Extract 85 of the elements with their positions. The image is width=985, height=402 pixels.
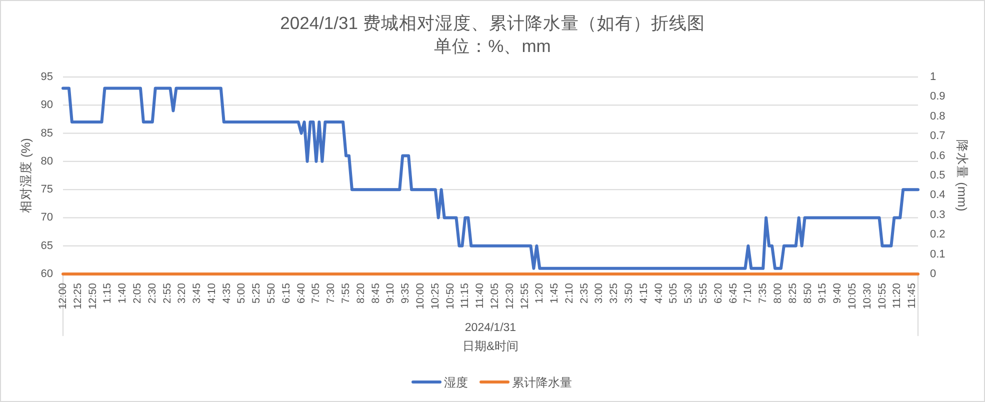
x-tick-label: 8:50	[802, 282, 814, 304]
x-tick-label: 1:45	[548, 282, 561, 304]
legend-label: 湿度	[444, 376, 468, 390]
y2-tick-label: 0.9	[930, 90, 946, 103]
x-tick-label: 7:30	[325, 282, 338, 304]
x-tick-label: 12:25	[72, 282, 84, 310]
x-tick-label: 7:05	[310, 282, 322, 304]
x-tick-label: 5:55	[698, 282, 710, 304]
x-tick-label: 12:30	[504, 282, 516, 310]
y-tick-label: 60	[40, 268, 53, 280]
text: 2024/1/31	[464, 322, 516, 334]
y2-tick-label: 0.6	[930, 150, 946, 162]
x-tick-label: 9:10	[384, 282, 397, 304]
x-tick-label: 2:05	[131, 282, 144, 304]
y-tick-label: 90	[40, 99, 53, 112]
x-tick-label: 2:30	[146, 282, 158, 304]
x-tick-label: 7:55	[340, 282, 352, 304]
x-tick-label: 10:55	[876, 282, 888, 310]
y2-tick-label: 0.7	[930, 130, 946, 142]
x-tick-label: 5:30	[682, 282, 695, 304]
x-tick-label: 6:40	[295, 282, 308, 304]
x-tick-label: 4:10	[206, 282, 218, 304]
x-tick-label: 4:40	[652, 282, 665, 304]
y2-tick-label: 0.3	[930, 208, 946, 221]
x-tick-label: 8:25	[786, 282, 799, 304]
y2-tick-label: 0.2	[930, 228, 946, 241]
chart-subtitle: 单位：%、mm	[434, 36, 551, 56]
x-tick-label: 8:45	[370, 282, 382, 304]
x-tick-label: 11:40	[474, 282, 486, 308]
x-tick-label: 9:15	[816, 282, 829, 304]
x-tick-label: 11:45	[906, 282, 918, 308]
y2-tick-label: 0.1	[930, 248, 946, 260]
x-axis-title: 日期&时间	[462, 339, 519, 353]
x-tick-label: 9:35	[400, 282, 412, 304]
y-tick-label: 80	[40, 155, 53, 168]
x-tick-label: 4:15	[638, 282, 650, 304]
x-tick-label: 2:10	[563, 282, 576, 304]
x-tick-label: 10:00	[414, 282, 426, 310]
x-tick-label: 5:05	[668, 282, 680, 304]
x-tick-label: 3:00	[593, 282, 606, 304]
y-tick-label: 95	[40, 71, 53, 83]
x-tick-label: 2:35	[578, 282, 590, 304]
x-tick-label: 3:45	[191, 282, 204, 304]
y-axis-title: 相对湿度 (%)	[18, 138, 33, 213]
x-tick-label: 9:40	[832, 282, 844, 304]
y-tick-label: 70	[40, 212, 53, 224]
x-tick-label: 5:25	[250, 282, 263, 304]
x-tick-label: 12:00	[57, 282, 69, 310]
x-tick-label: 1:15	[102, 282, 114, 304]
x-tick-label: 10:25	[429, 282, 442, 310]
x-tick-label: 7:10	[742, 282, 754, 304]
x-tick-label: 7:35	[757, 282, 770, 304]
x-tick-label: 5:50	[266, 282, 278, 304]
x-tick-label: 12:50	[86, 282, 99, 310]
x-tick-label: 10:50	[444, 282, 456, 310]
x-tick-label: 12:55	[518, 282, 531, 310]
x-tick-label: 3:25	[608, 282, 620, 304]
y-tick-label: 65	[40, 240, 53, 252]
x-tick-label: 6:15	[280, 282, 292, 304]
x-tick-label: 10:05	[846, 282, 858, 310]
x-tick-label: 3:50	[623, 282, 636, 304]
y2-axis-title: 降水量 (mm)	[955, 140, 969, 212]
x-tick-label: 3:20	[176, 282, 188, 304]
y-tick-label: 75	[40, 184, 53, 196]
x-tick-label: 8:20	[354, 282, 367, 304]
y-tick-label: 85	[40, 127, 53, 140]
y2-tick-label: 1	[930, 71, 936, 83]
x-tick-label: 8:00	[772, 282, 784, 304]
x-tick-label: 2:55	[161, 282, 174, 304]
x-tick-label: 6:45	[727, 282, 740, 304]
y2-tick-label: 0	[930, 268, 936, 280]
legend-label: 累计降水量	[512, 376, 572, 390]
chart-title: 2024/1/31 费城相对湿度、累计降水量（如有）折线图	[280, 13, 705, 33]
x-tick-label: 6:20	[712, 282, 724, 304]
y2-tick-label: 0.4	[930, 189, 946, 202]
x-tick-label: 11:20	[891, 282, 904, 308]
y2-tick-label: 0.8	[930, 110, 946, 122]
x-tick-label: 4:35	[220, 282, 233, 304]
x-tick-label: 5:00	[236, 282, 248, 304]
y2-tick-label: 0.5	[930, 170, 946, 182]
x-tick-label: 1:40	[116, 282, 129, 304]
x-tick-label: 1:20	[534, 282, 546, 304]
x-tick-label: 11:15	[459, 282, 472, 308]
x-tick-label: 10:30	[861, 282, 874, 310]
x-tick-label: 12:05	[488, 282, 501, 310]
